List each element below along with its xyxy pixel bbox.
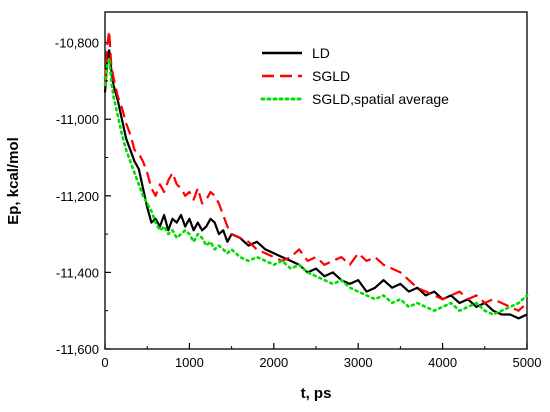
y-tick-label: -11,200 — [56, 189, 99, 204]
legend-label: SGLD,spatial average — [312, 91, 449, 107]
x-tick-label: 4000 — [428, 355, 457, 370]
y-tick-label: -11,400 — [56, 265, 99, 280]
y-axis-title: Ep, kcal/mol — [5, 137, 22, 225]
y-tick-label: -11,600 — [56, 342, 99, 357]
x-tick-label: 5000 — [513, 355, 542, 370]
y-tick-label: -11,000 — [56, 112, 99, 127]
y-axis: -10,800 -11,000 -11,200 -11,400 -11,600 — [55, 36, 111, 357]
legend-label: SGLD — [312, 68, 350, 84]
series-line-sgld-spatial-average — [103, 56, 529, 316]
series-line-ld — [103, 49, 528, 320]
series-line-sgld — [103, 30, 528, 312]
x-tick-label: 0 — [101, 355, 108, 370]
x-axis-title: t, ps — [301, 385, 332, 402]
legend: LD SGLD SGLD,spatial average — [260, 45, 449, 107]
x-tick-label: 2000 — [259, 355, 288, 370]
series-layer — [103, 30, 529, 320]
legend-label: LD — [312, 45, 330, 61]
x-axis: 0 1000 2000 3000 4000 5000 — [101, 343, 541, 370]
y-tick-label: -10,800 — [55, 36, 99, 51]
x-tick-label: 3000 — [344, 355, 373, 370]
x-tick-label: 1000 — [175, 355, 204, 370]
